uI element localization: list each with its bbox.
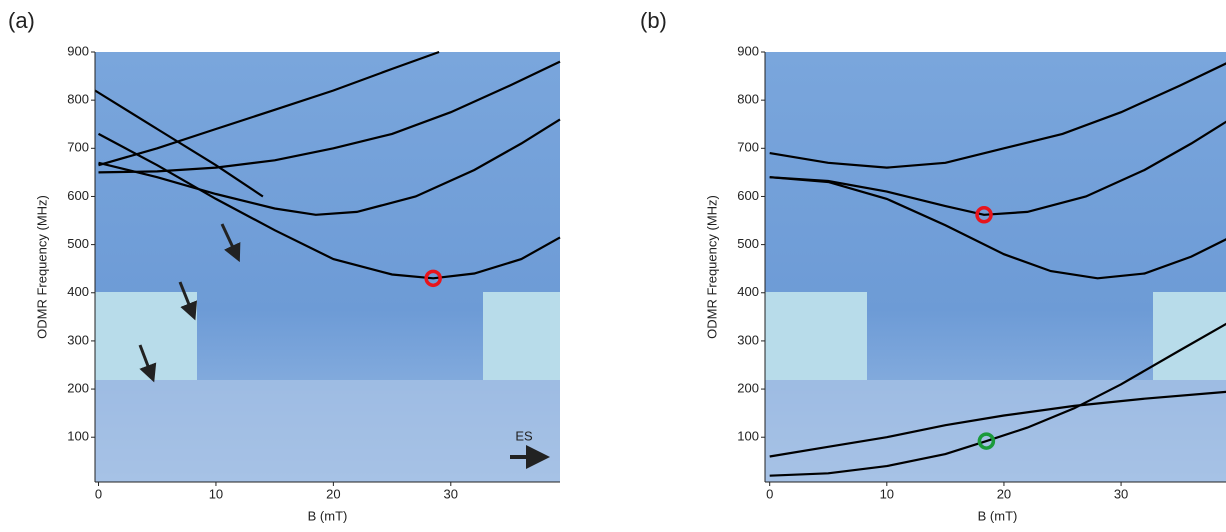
y-tick-label: 400	[737, 284, 759, 299]
y-tick-label: 600	[67, 188, 89, 203]
y-tick-label: 600	[737, 188, 759, 203]
y-tick-label: 500	[67, 236, 89, 251]
panel-b-decor	[765, 52, 1226, 482]
panel-a-decor	[95, 52, 560, 482]
marker-circle	[977, 432, 996, 450]
y-tick-label: 900	[737, 43, 759, 58]
fit-curve	[769, 62, 1226, 169]
x-tick-label: 0	[766, 486, 773, 501]
fit-curve	[98, 118, 561, 216]
y-tick-label: 200	[737, 381, 759, 396]
y-axis-label: ODMR Frequency (MHz)	[34, 195, 49, 339]
y-tick-label: 200	[67, 381, 89, 396]
panel-label: (a)	[8, 8, 35, 33]
y-tick-label: 700	[67, 140, 89, 155]
x-axis-label: B (mT)	[308, 508, 348, 523]
x-tick-label: 20	[997, 486, 1011, 501]
y-tick-label: 700	[737, 140, 759, 155]
y-tick-label: 800	[67, 92, 89, 107]
fit-curve	[769, 390, 1226, 458]
y-tick-label: 300	[737, 332, 759, 347]
panel	[94, 50, 561, 288]
y-tick-label: 300	[67, 332, 89, 347]
fit-curve	[769, 120, 1226, 216]
x-tick-label: 10	[880, 486, 894, 501]
marker-circle	[975, 206, 993, 224]
panel	[769, 62, 1226, 477]
y-tick-label: 100	[737, 429, 759, 444]
fit-curve	[98, 60, 561, 174]
fit-curve	[97, 132, 561, 280]
fit-curve	[769, 176, 1226, 280]
y-tick-label: 900	[67, 43, 89, 58]
marker-circle	[424, 269, 442, 288]
y-tick-label: 400	[67, 284, 89, 299]
fit-curve	[98, 50, 440, 167]
x-tick-label: 20	[326, 486, 340, 501]
fit-curve	[94, 89, 264, 198]
x-tick-label: 10	[209, 486, 223, 501]
panel-label: (b)	[640, 8, 667, 33]
y-tick-label: 500	[737, 236, 759, 251]
annotation: ES	[515, 428, 533, 443]
fit-curve	[769, 322, 1226, 477]
x-tick-label: 30	[444, 486, 458, 501]
x-tick-label: 30	[1114, 486, 1128, 501]
x-axis-label: B (mT)	[978, 508, 1018, 523]
y-tick-label: 800	[737, 92, 759, 107]
y-axis-label: ODMR Frequency (MHz)	[704, 195, 719, 339]
x-tick-label: 0	[95, 486, 102, 501]
y-tick-label: 100	[67, 429, 89, 444]
